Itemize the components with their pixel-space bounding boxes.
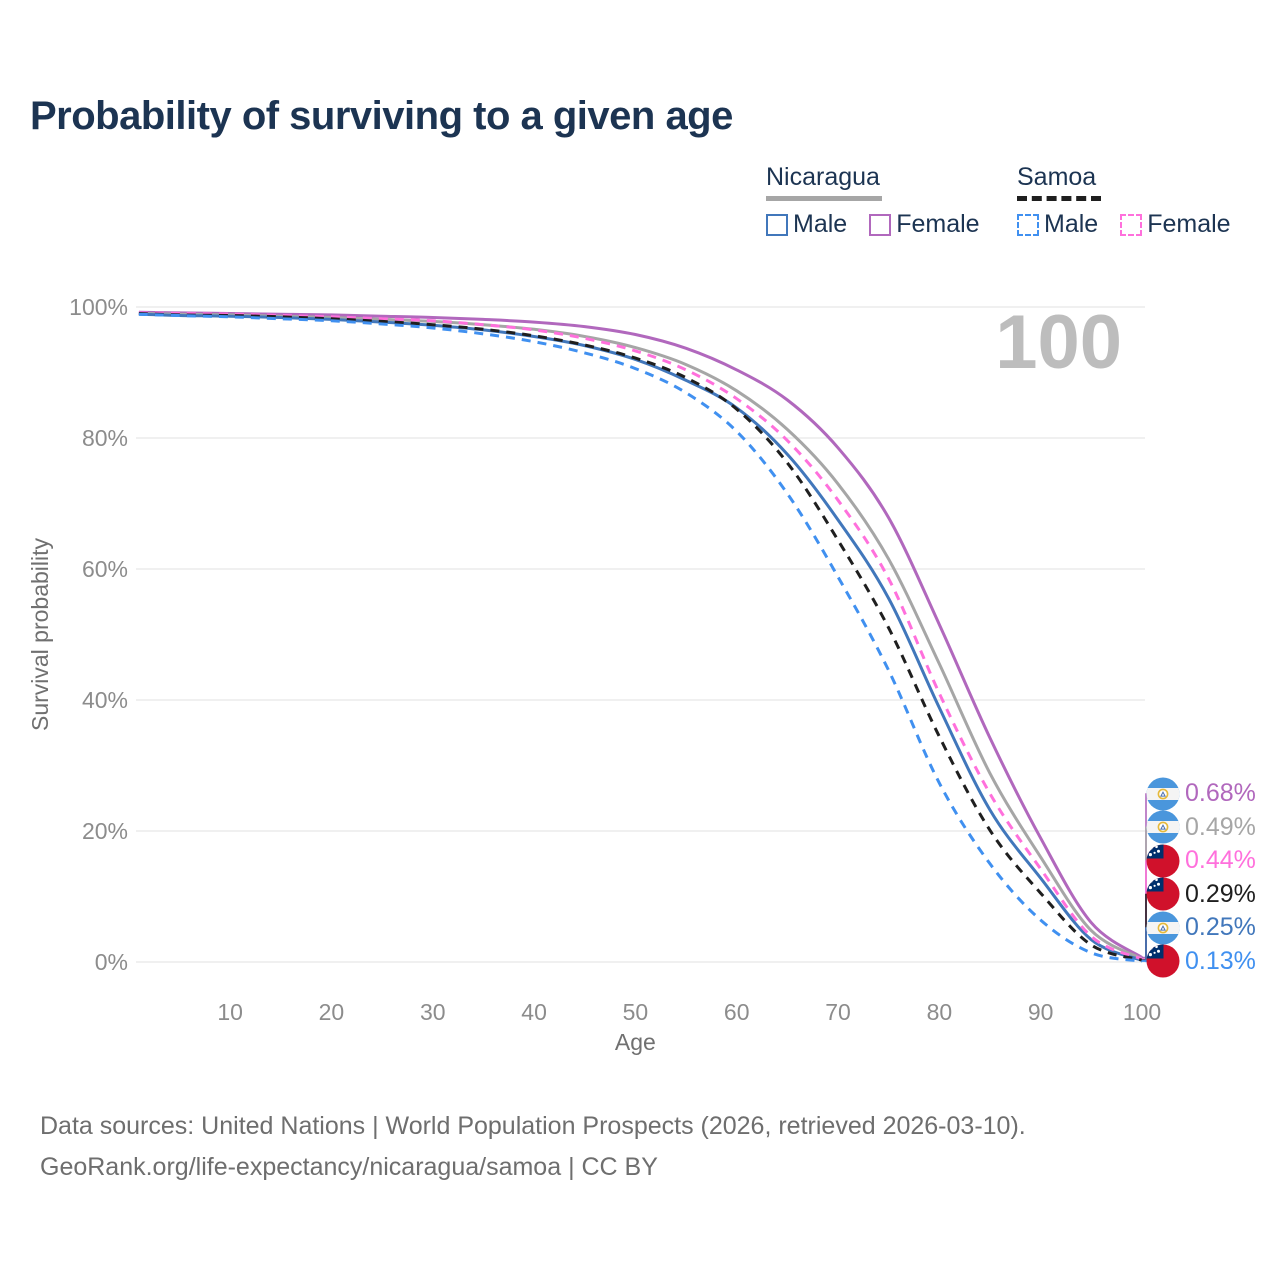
legend-country-nicaragua: Nicaragua (766, 163, 880, 191)
samoa-female-swatch (1120, 213, 1143, 236)
legend-label: Male (793, 210, 848, 238)
series-line-nicaragua[interactable] (138, 312, 1143, 961)
samoa-flag-icon (1146, 844, 1180, 878)
x-tick-90: 90 (1028, 999, 1054, 1025)
nicaragua-flag-icon (1146, 810, 1180, 844)
y-tick-0: 0% (95, 949, 128, 975)
y-tick-80: 80% (82, 425, 128, 451)
end-value: 0.68% (1185, 779, 1256, 808)
y-axis-title: Survival probability (27, 537, 53, 731)
y-tick-20: 20% (82, 818, 128, 844)
x-axis-title: Age (615, 1029, 656, 1055)
series-line-samoa-male[interactable] (138, 312, 1143, 963)
end-label-nicaragua-female: 0.68% (1146, 777, 1256, 811)
y-tick-60: 60% (82, 556, 128, 582)
legend-label: Female (896, 210, 980, 238)
legend-item-samoa-male[interactable]: Male (1017, 210, 1098, 239)
x-tick-100: 100 (1123, 999, 1161, 1025)
nicaragua-line-swatch (766, 196, 882, 201)
legend-group-nicaragua: Nicaragua Male Female (766, 163, 980, 239)
samoa-male-swatch (1017, 213, 1039, 236)
x-tick-30: 30 (420, 999, 446, 1025)
x-tick-60: 60 (724, 999, 750, 1025)
legend-label: Female (1147, 210, 1231, 238)
samoa-flag-icon (1146, 877, 1180, 911)
x-tick-80: 80 (927, 999, 953, 1025)
x-tick-10: 10 (217, 999, 243, 1025)
y-tick-100: 100% (69, 294, 128, 320)
series-line-samoa-female[interactable] (138, 311, 1143, 961)
legend-group-samoa: Samoa Male Female (1017, 163, 1231, 239)
y-tick-40: 40% (82, 687, 128, 713)
legend-label: Male (1044, 210, 1099, 238)
nicaragua-female-swatch (869, 213, 892, 236)
end-label-samoa-male: 0.13% (1146, 944, 1256, 979)
series-line-nicaragua-female[interactable] (138, 310, 1143, 959)
x-tick-40: 40 (521, 999, 547, 1025)
legend-item-nicaragua-female[interactable]: Female (869, 210, 980, 239)
end-label-nicaragua: 0.49% (1146, 810, 1256, 845)
x-tick-70: 70 (825, 999, 851, 1025)
series-line-nicaragua-male[interactable] (138, 312, 1143, 962)
age-watermark: 100 (995, 300, 1122, 385)
end-value: 0.25% (1185, 913, 1256, 942)
samoa-line-swatch (1017, 196, 1101, 201)
end-value: 0.49% (1185, 812, 1256, 841)
end-value: 0.29% (1185, 879, 1256, 908)
end-value: 0.13% (1185, 946, 1256, 975)
x-tick-20: 20 (319, 999, 345, 1025)
footer-data-sources: Data sources: United Nations | World Pop… (40, 1112, 1026, 1140)
legend-item-nicaragua-male[interactable]: Male (766, 210, 847, 239)
end-value: 0.44% (1185, 846, 1256, 875)
page-title: Probability of surviving to a given age (30, 94, 733, 138)
nicaragua-male-swatch (766, 213, 788, 236)
end-label-nicaragua-male: 0.25% (1146, 911, 1256, 945)
nicaragua-flag-icon (1146, 911, 1180, 945)
legend-item-samoa-female[interactable]: Female (1120, 210, 1231, 239)
legend-country-samoa: Samoa (1017, 163, 1097, 191)
x-tick-50: 50 (623, 999, 649, 1025)
nicaragua-flag-icon (1146, 777, 1180, 811)
samoa-flag-icon (1146, 944, 1180, 978)
end-label-samoa-female: 0.44% (1146, 844, 1256, 878)
footer-attribution: GeoRank.org/life-expectancy/nicaragua/sa… (40, 1153, 658, 1181)
footer: Data sources: United Nations | World Pop… (40, 1106, 1026, 1188)
series-line-samoa[interactable] (138, 312, 1143, 962)
end-label-column: 0.68% 0.49% 0.44% 0.29% 0.25% 0.13% (1146, 777, 1256, 978)
end-label-samoa: 0.29% (1146, 877, 1256, 912)
